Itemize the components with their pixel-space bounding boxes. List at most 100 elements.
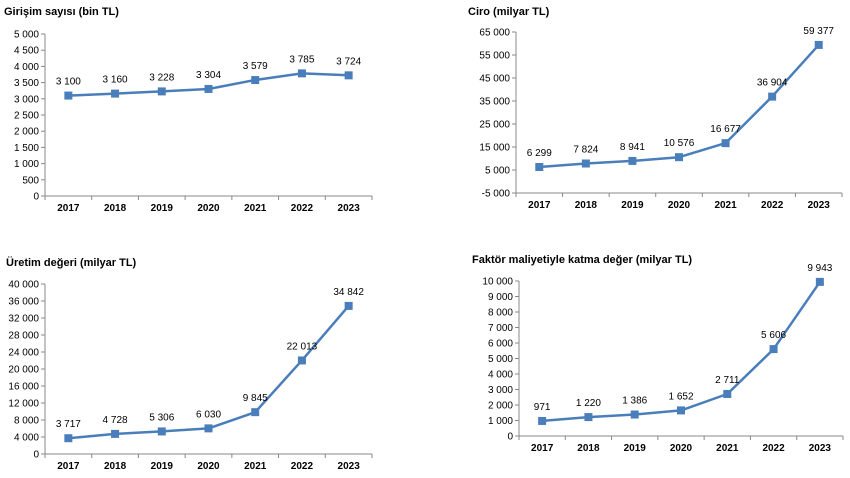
y-tick-label: 6 000 — [488, 339, 513, 350]
y-tick-label: 2 000 — [14, 127, 39, 138]
data-point — [157, 427, 166, 436]
data-point — [297, 69, 306, 78]
data-label: 3 579 — [243, 61, 268, 72]
y-tick-label: 35 000 — [479, 97, 510, 108]
data-label: 9 943 — [807, 263, 832, 274]
data-point — [204, 84, 213, 93]
y-tick-label: 2 500 — [14, 111, 39, 122]
data-point — [344, 301, 353, 310]
x-tick-label: 2020 — [670, 443, 693, 454]
data-label: 1 652 — [668, 391, 693, 402]
x-tick-label: 2023 — [338, 461, 361, 472]
data-point — [111, 89, 120, 98]
data-point — [111, 429, 120, 438]
y-tick-label: 0 — [33, 450, 39, 461]
y-tick-label: 4 000 — [14, 62, 39, 73]
data-point — [581, 159, 590, 168]
x-tick-label: 2022 — [291, 203, 314, 214]
x-tick-label: 2018 — [577, 443, 600, 454]
chart-panel-uretim: Üretim değeri (milyar TL) 0 4 000 8 000 12 … — [0, 239, 425, 478]
data-label: 7 824 — [573, 145, 598, 156]
data-label: 16 677 — [710, 124, 741, 135]
x-tick-label: 2018 — [104, 461, 127, 472]
data-label: 5 306 — [149, 412, 174, 423]
y-tick-label: 40 000 — [8, 280, 39, 291]
y-tick-label: 20 000 — [8, 365, 39, 376]
y-tick-label: 1 500 — [14, 143, 39, 154]
data-point — [723, 389, 732, 398]
chart-title: Girişim sayısı (bin TL) — [4, 6, 119, 18]
y-tick-label: 8 000 — [14, 416, 39, 427]
y-tick-label: 2 000 — [488, 401, 513, 412]
data-label: 3 160 — [103, 75, 128, 86]
data-point — [721, 139, 730, 148]
y-tick-label: 10 000 — [482, 277, 513, 288]
y-tick-label: -5 000 — [482, 189, 511, 200]
y-tick-label: 3 500 — [14, 78, 39, 89]
data-point — [814, 40, 823, 49]
data-label: 971 — [534, 402, 551, 413]
data-label: 3 785 — [289, 54, 314, 65]
chart-svg: -5 000 5 000 15 000 25 000 35 000 45 000 55 00… — [479, 26, 843, 211]
chart-title: Ciro (milyar TL) — [468, 6, 550, 18]
data-label: 9 845 — [243, 393, 268, 404]
x-tick-label: 2021 — [716, 443, 739, 454]
data-label: 3 717 — [56, 419, 81, 430]
x-tick-label: 2023 — [808, 200, 831, 211]
x-tick-label: 2022 — [762, 443, 785, 454]
data-label: 59 377 — [803, 26, 834, 37]
y-tick-label: 1 000 — [14, 159, 39, 170]
x-tick-label: 2022 — [761, 200, 784, 211]
data-label: 1 386 — [622, 396, 647, 407]
data-point — [538, 416, 547, 425]
x-tick-label: 2019 — [621, 200, 644, 211]
data-label: 2 711 — [715, 375, 740, 386]
data-label: 3 228 — [149, 72, 174, 83]
data-point — [630, 410, 639, 419]
y-tick-label: 9 000 — [488, 292, 513, 303]
x-tick-label: 2020 — [197, 203, 220, 214]
chart-panel-katma-deger: Faktör maliyetiyle katma değer (milyar T… — [425, 239, 850, 478]
x-tick-label: 2019 — [151, 203, 174, 214]
data-point — [64, 91, 73, 100]
data-point — [675, 153, 683, 162]
chart-panel-ciro: Ciro (milyar TL) -5 000 5 000 15 000 25 000… — [425, 0, 850, 239]
y-tick-label: 16 000 — [8, 382, 39, 393]
data-point — [535, 163, 544, 172]
data-label: 34 842 — [333, 287, 364, 298]
y-tick-label: 5 000 — [14, 30, 39, 41]
data-label: 3 724 — [336, 56, 361, 67]
x-tick-label: 2021 — [714, 200, 737, 211]
chart-title: Faktör maliyetiyle katma değer (milyar T… — [472, 254, 693, 266]
y-tick-label: 4 000 — [488, 370, 513, 381]
y-tick-label: 24 000 — [8, 348, 39, 359]
y-tick-label: 4 000 — [14, 433, 39, 444]
data-point — [768, 92, 777, 101]
data-point — [344, 71, 353, 80]
data-point — [64, 434, 73, 443]
y-tick-label: 25 000 — [479, 120, 510, 131]
data-point — [769, 345, 778, 354]
y-tick-label: 8 000 — [488, 308, 513, 319]
x-tick-label: 2019 — [151, 461, 174, 472]
y-tick-label: 65 000 — [479, 28, 510, 39]
y-tick-label: 1 000 — [488, 416, 513, 427]
data-point — [204, 424, 213, 433]
data-label: 10 576 — [664, 138, 695, 149]
y-tick-label: 32 000 — [8, 314, 39, 325]
x-tick-label: 2020 — [668, 200, 691, 211]
chart-panel-girisim: Girişim sayısı (bin TL) 0 500 1 000 1 500 2 … — [0, 0, 425, 239]
data-label: 6 030 — [196, 409, 221, 420]
x-tick-label: 2017 — [57, 203, 80, 214]
data-label: 4 728 — [103, 415, 128, 426]
data-label: 5 606 — [761, 330, 786, 341]
x-tick-label: 2018 — [104, 203, 127, 214]
x-tick-label: 2023 — [809, 443, 832, 454]
data-label: 1 220 — [576, 398, 601, 409]
data-point — [251, 408, 260, 417]
y-tick-label: 7 000 — [488, 323, 513, 334]
data-label: 6 299 — [527, 148, 552, 159]
data-point — [157, 87, 166, 96]
chart-svg: 0 4 000 8 000 12 000 16 000 20 000 24 000 28 00… — [8, 280, 373, 472]
data-point — [677, 406, 685, 415]
